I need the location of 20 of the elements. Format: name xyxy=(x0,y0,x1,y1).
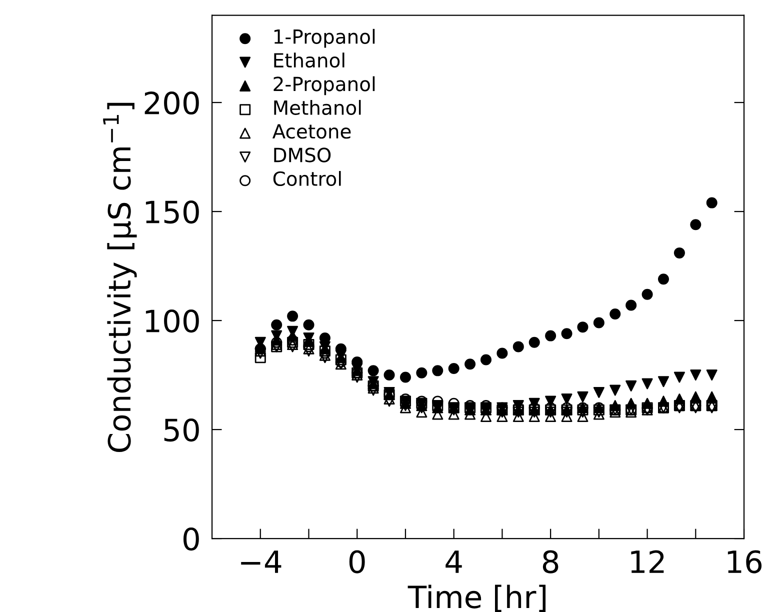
legend-label: DMSO xyxy=(274,148,331,162)
x-axis-title: Time [hr] xyxy=(408,584,546,612)
y-tick-label: 200 xyxy=(144,91,199,115)
x-tick-label: 8 xyxy=(542,550,558,574)
x-tick-label: −4 xyxy=(241,550,282,573)
y-tick-label: 100 xyxy=(146,309,199,333)
legend-label: 2-Propanol xyxy=(274,76,375,96)
legend-label: Acetone xyxy=(272,124,351,139)
x-tick-label: 12 xyxy=(631,550,664,573)
y-axis-title: Conductivity [μS cm$^{−1}$] xyxy=(103,102,137,452)
x-tick-label: 16 xyxy=(728,550,762,574)
legend-label: Methanol xyxy=(274,100,361,115)
x-tick-label: 0 xyxy=(349,550,365,574)
x-tick-label: 4 xyxy=(446,550,462,573)
legend-label: 1-Propanol xyxy=(274,28,375,48)
y-tick-label: 50 xyxy=(164,418,199,442)
legend-label: Control xyxy=(273,170,341,186)
y-tick-label: 0 xyxy=(183,527,199,551)
legend-label: Ethanol xyxy=(274,52,344,68)
y-tick-label: 150 xyxy=(146,200,199,224)
